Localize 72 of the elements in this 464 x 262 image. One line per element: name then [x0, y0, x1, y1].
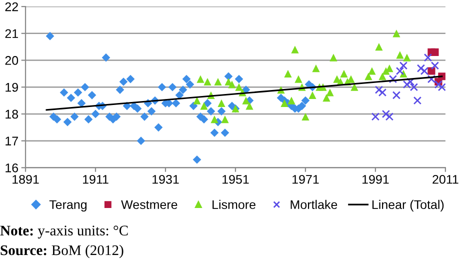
legend-label: Mortlake — [290, 200, 338, 210]
point — [193, 96, 201, 104]
point — [242, 96, 250, 104]
y-tick-label: 21 — [5, 29, 18, 38]
point — [204, 78, 212, 86]
point — [434, 80, 443, 89]
point — [228, 80, 236, 88]
point — [246, 102, 254, 110]
point — [368, 67, 376, 75]
point — [312, 64, 320, 72]
point — [382, 110, 390, 118]
point — [406, 78, 415, 86]
point — [374, 86, 384, 94]
point — [385, 112, 394, 121]
point — [364, 72, 372, 80]
point — [308, 91, 316, 99]
point — [392, 91, 401, 100]
point — [431, 48, 439, 56]
point — [291, 46, 299, 54]
x-tick-label: 2011 — [432, 174, 458, 184]
point — [396, 66, 404, 76]
point — [420, 66, 429, 76]
point — [235, 83, 243, 91]
point — [399, 62, 408, 70]
point — [416, 64, 426, 72]
point — [221, 116, 229, 124]
x-tick-label: 1991 — [362, 174, 389, 184]
point — [438, 83, 446, 92]
point — [196, 75, 204, 83]
y-tick-label: 22 — [5, 2, 18, 12]
x-tick-label: 1971 — [292, 174, 319, 184]
text: Note: y-axis units: °C — [0, 226, 128, 238]
point — [326, 88, 334, 96]
x-tick-label: 1891 — [12, 174, 39, 184]
point — [218, 99, 226, 108]
y-tick-label: 18 — [6, 110, 18, 119]
legend-label: Linear (Total) — [372, 200, 444, 212]
point — [210, 116, 218, 124]
point — [392, 30, 400, 38]
point — [340, 70, 348, 78]
point — [322, 94, 330, 102]
point — [371, 112, 380, 121]
point — [413, 96, 422, 105]
legend-label: Lismore — [212, 200, 256, 210]
point — [302, 112, 310, 120]
point — [388, 74, 398, 84]
x-tick-label: 1951 — [222, 174, 249, 184]
legend-label: Terang — [49, 200, 87, 212]
point — [280, 99, 288, 108]
y-tick-label: 17 — [6, 136, 18, 146]
point — [378, 72, 386, 80]
source-note: Source: BoM (2012) — [0, 244, 124, 258]
point — [396, 51, 404, 59]
point — [403, 54, 411, 62]
point — [430, 62, 440, 70]
point — [428, 67, 436, 75]
point — [378, 88, 387, 97]
point — [424, 53, 432, 62]
point — [200, 102, 208, 110]
point — [288, 96, 296, 104]
point — [294, 75, 302, 83]
legend-label: Westmere — [121, 200, 178, 210]
y-tick-label: 16 — [6, 163, 18, 172]
y-tick-label: 19 — [6, 82, 18, 92]
y-tick-label: 20 — [5, 56, 18, 65]
x-tick-label: 1931 — [152, 174, 179, 184]
point — [330, 54, 338, 62]
point — [375, 43, 383, 51]
point — [427, 74, 436, 84]
point — [214, 78, 222, 86]
point — [284, 70, 292, 78]
x-tick-label: 1911 — [83, 174, 108, 184]
